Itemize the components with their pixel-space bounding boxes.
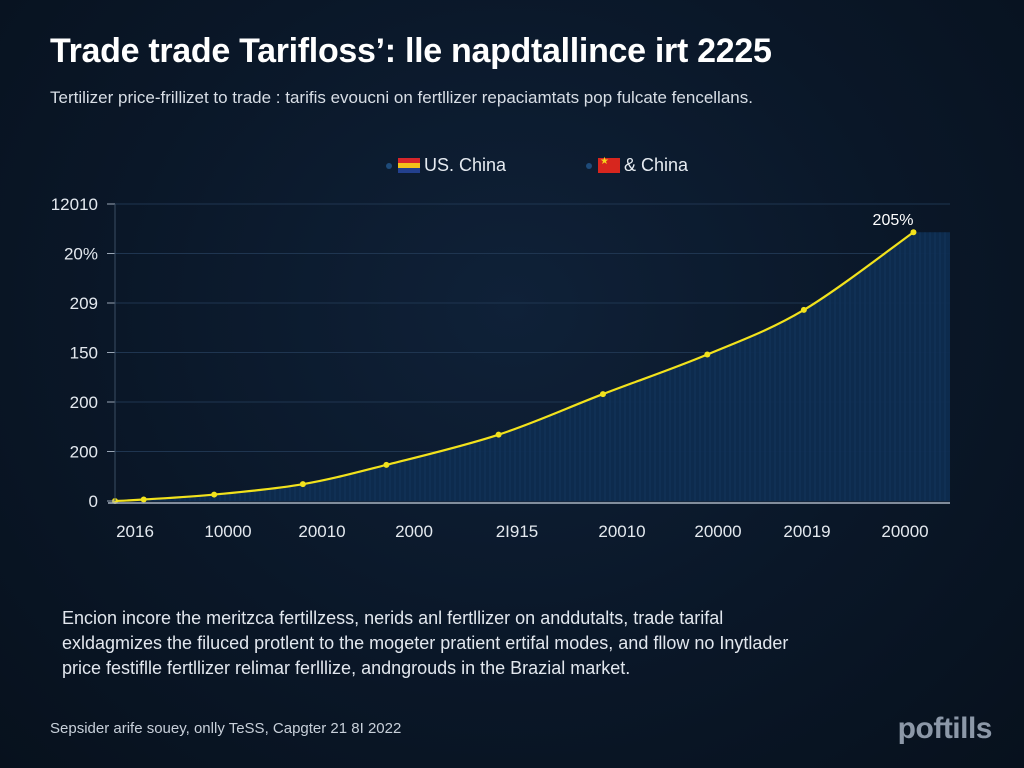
description-line: Encion incore the meritzca fertillzess, … [62,608,724,628]
description-line: exldagmizes the filuced protlent to the … [62,633,789,653]
x-tick-label: 20000 [881,522,928,541]
legend-dot-icon [386,162,392,169]
grid [115,203,950,502]
china-flag-icon [598,156,620,173]
x-tick-label: 20000 [694,522,741,541]
area-chart: 205% 0 200 200 150 209 20% 12010 2016 10000 20010… [51,195,950,541]
description: Encion incore the meritzca fertillzess, … [62,606,962,681]
x-tick-label: 10000 [204,522,251,541]
chart-title: Trade trade Tarifloss’: lle napdtallince… [50,32,772,70]
x-tick-label: 2I915 [496,522,539,541]
us-flag-icon [398,158,420,173]
data-label: 205% [873,212,914,229]
y-tick-label: 200 [70,443,98,462]
x-tick-label: 2000 [395,522,433,541]
x-tick-label: 2016 [116,522,154,541]
data-point [299,481,306,488]
legend-dot-icon [586,162,592,169]
series-layer [114,231,915,503]
legend-item-us-china[interactable]: US. China [386,155,506,176]
data-point [599,391,606,398]
brand-logo: poftills [897,712,993,745]
source-note: Sepsider arife souey, onlly TeSS, Capgte… [50,720,402,737]
legend-label: & China [624,155,689,175]
x-tick-label: 20019 [783,522,830,541]
chart-subtitle: Tertilizer price-frillizet to trade : ta… [50,88,753,107]
series-line [114,231,915,503]
area-fill [115,232,950,501]
y-tick-label: 209 [70,294,98,313]
data-point [910,229,917,236]
data-point [704,351,711,358]
legend: US. China & China [0,155,1024,181]
legend-item-china[interactable]: & China [586,155,688,176]
y-tick-label: 12010 [51,195,98,214]
y-tick-label: 0 [89,492,98,511]
data-point [800,306,807,313]
x-tick-label: 20010 [298,522,345,541]
x-tick-label: 20010 [598,522,645,541]
area-layer [115,232,950,501]
axes: 0 200 200 150 209 20% 12010 2016 10000 20010 2000 2… [51,195,950,541]
data-point [211,491,218,498]
data-point [495,431,502,438]
data-point [383,461,390,468]
data-point [140,496,147,503]
y-tick-label: 150 [70,344,98,363]
y-tick-label: 20% [64,245,98,264]
legend-label: US. China [424,155,507,175]
description-line: price festiflle fertllizer relimar ferll… [62,658,631,678]
y-tick-label: 200 [70,393,98,412]
